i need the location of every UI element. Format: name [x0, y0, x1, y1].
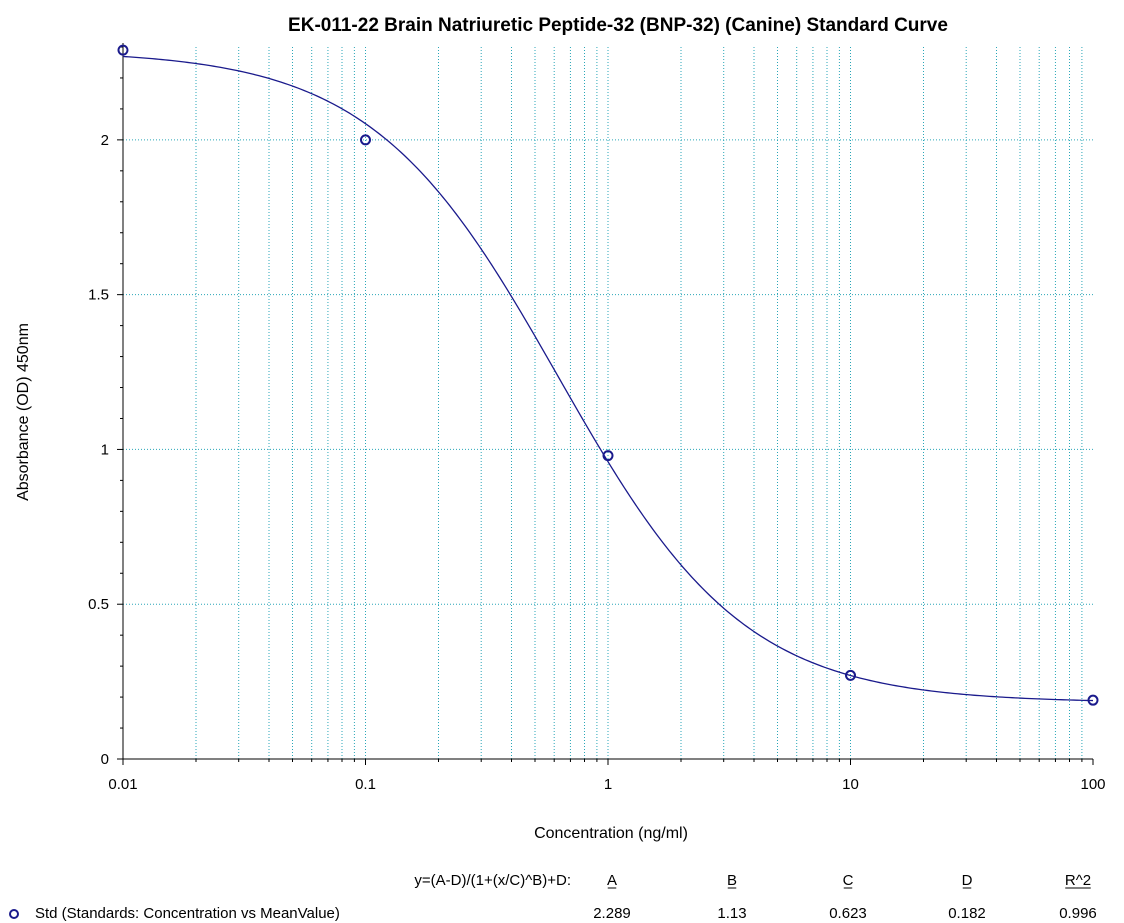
fit-param-header: B: [727, 872, 737, 889]
fit-param-value: 2.289: [593, 905, 631, 922]
fit-curve: [122, 55, 1094, 702]
legend-layer: y=(A-D)/(1+(x/C)^B)+D: Std (Standards: C…: [9, 872, 1097, 922]
fit-param-header: D: [962, 872, 973, 889]
y-tick-label: 0.5: [88, 596, 109, 613]
x-tick-label: 0.01: [108, 776, 137, 793]
fit-param-header: A: [607, 872, 617, 889]
x-tick-label: 0.1: [355, 776, 376, 793]
data-point: [117, 44, 129, 56]
legend-marker: [9, 909, 19, 919]
y-tick-label: 2: [101, 132, 109, 149]
fit-param-header: C: [843, 872, 854, 889]
axes-layer: 0 0.5 1 1.5 2 0.01 0.1 1 10 100: [88, 43, 1106, 793]
y-tick-label: 1: [101, 441, 109, 458]
fit-curve-layer: [122, 55, 1094, 702]
data-point: [1087, 694, 1099, 706]
y-tick-label: 0: [101, 751, 109, 768]
y-tick-label: 1.5: [88, 287, 109, 304]
y-axis-label: Absorbance (OD) 450nm: [15, 323, 32, 501]
x-axis-label: Concentration (ng/ml): [534, 825, 688, 842]
data-point: [602, 450, 614, 462]
data-points-layer: [117, 44, 1099, 706]
fit-param-value: 0.182: [948, 905, 986, 922]
fit-param-value: 0.623: [829, 905, 867, 922]
x-tick-label: 10: [842, 776, 859, 793]
x-tick-label: 1: [604, 776, 612, 793]
fit-equation: y=(A-D)/(1+(x/C)^B)+D:: [414, 872, 571, 889]
x-tick-label: 100: [1080, 776, 1105, 793]
data-point: [845, 669, 856, 681]
fit-param-header: R^2: [1065, 872, 1091, 889]
fit-param-value: 1.13: [717, 905, 746, 922]
fit-param-value: 0.996: [1059, 905, 1097, 922]
grid-layer: [123, 47, 1093, 759]
data-point: [360, 134, 371, 146]
legend-series-name: Std (Standards: Concentration vs MeanVal…: [35, 905, 340, 922]
chart-title: EK-011-22 Brain Natriuretic Peptide-32 (…: [288, 15, 948, 36]
